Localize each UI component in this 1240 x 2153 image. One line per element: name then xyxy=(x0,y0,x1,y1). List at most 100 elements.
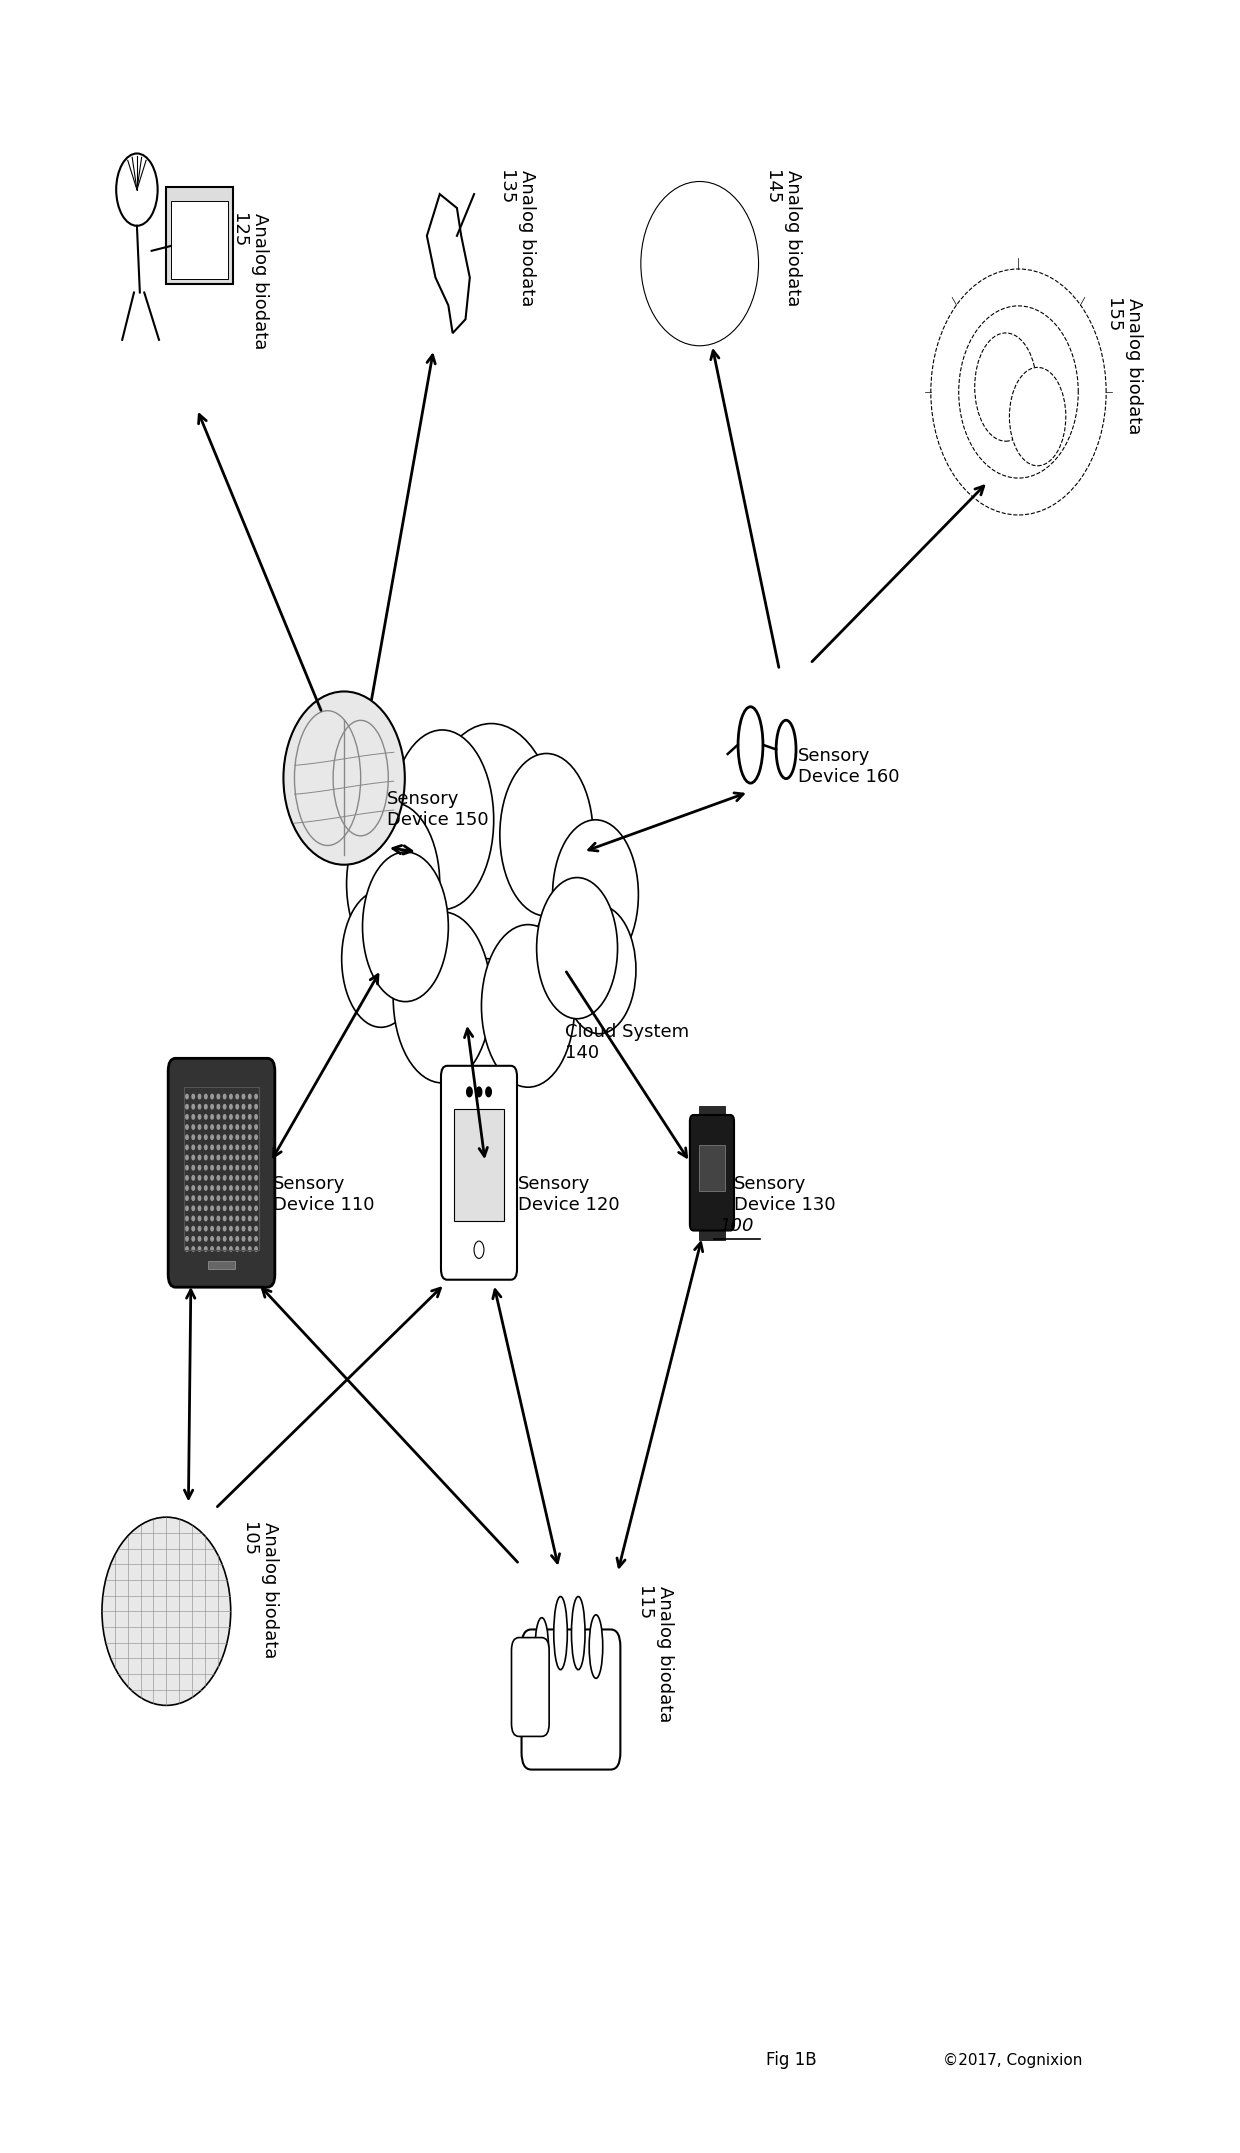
Circle shape xyxy=(186,1176,188,1180)
Circle shape xyxy=(229,1124,232,1128)
Bar xyxy=(208,1262,236,1270)
Circle shape xyxy=(229,1094,232,1098)
Circle shape xyxy=(229,1115,232,1120)
Ellipse shape xyxy=(666,217,740,321)
Circle shape xyxy=(192,1176,195,1180)
Circle shape xyxy=(563,906,636,1033)
Ellipse shape xyxy=(534,1617,548,1679)
Text: Sensory
Device 110: Sensory Device 110 xyxy=(273,1176,374,1214)
Circle shape xyxy=(223,1165,226,1169)
Circle shape xyxy=(198,1216,201,1221)
Text: Analog biodata
145: Analog biodata 145 xyxy=(764,170,802,306)
Circle shape xyxy=(223,1195,226,1201)
Text: Analog biodata
125: Analog biodata 125 xyxy=(231,213,269,349)
Text: Sensory
Device 160: Sensory Device 160 xyxy=(797,747,899,786)
Circle shape xyxy=(254,1094,258,1098)
Bar xyxy=(699,1107,725,1122)
Text: Analog biodata
105: Analog biodata 105 xyxy=(239,1522,279,1658)
Ellipse shape xyxy=(650,194,753,338)
Text: Analog biodata
135: Analog biodata 135 xyxy=(497,170,536,306)
Circle shape xyxy=(211,1186,213,1191)
Circle shape xyxy=(217,1156,219,1160)
Circle shape xyxy=(198,1176,201,1180)
Circle shape xyxy=(248,1156,250,1160)
Circle shape xyxy=(242,1216,244,1221)
Circle shape xyxy=(186,1094,188,1098)
Circle shape xyxy=(248,1145,250,1150)
Ellipse shape xyxy=(692,256,722,297)
Circle shape xyxy=(248,1186,250,1191)
Circle shape xyxy=(254,1227,258,1232)
Circle shape xyxy=(236,1135,238,1139)
Circle shape xyxy=(211,1145,213,1150)
Ellipse shape xyxy=(102,1518,231,1705)
Circle shape xyxy=(198,1145,201,1150)
Circle shape xyxy=(223,1176,226,1180)
Circle shape xyxy=(254,1216,258,1221)
Ellipse shape xyxy=(776,721,796,779)
Circle shape xyxy=(211,1247,213,1251)
Circle shape xyxy=(254,1195,258,1201)
Circle shape xyxy=(223,1216,226,1221)
Circle shape xyxy=(254,1206,258,1210)
Circle shape xyxy=(1009,368,1066,465)
Circle shape xyxy=(211,1094,213,1098)
Circle shape xyxy=(192,1104,195,1109)
Circle shape xyxy=(186,1145,188,1150)
Circle shape xyxy=(229,1165,232,1169)
Ellipse shape xyxy=(738,706,763,784)
Circle shape xyxy=(217,1247,219,1251)
Circle shape xyxy=(248,1104,250,1109)
Circle shape xyxy=(424,723,559,958)
Circle shape xyxy=(242,1115,244,1120)
Circle shape xyxy=(186,1115,188,1120)
Ellipse shape xyxy=(589,1615,603,1679)
Circle shape xyxy=(476,1087,482,1096)
Circle shape xyxy=(198,1104,201,1109)
Circle shape xyxy=(211,1195,213,1201)
Circle shape xyxy=(192,1216,195,1221)
Circle shape xyxy=(223,1236,226,1240)
Circle shape xyxy=(242,1186,244,1191)
Text: Sensory
Device 150: Sensory Device 150 xyxy=(387,790,489,829)
Circle shape xyxy=(205,1247,207,1251)
Circle shape xyxy=(205,1104,207,1109)
Circle shape xyxy=(217,1165,219,1169)
Circle shape xyxy=(229,1247,232,1251)
Bar xyxy=(454,1109,503,1221)
Circle shape xyxy=(192,1247,195,1251)
Circle shape xyxy=(236,1165,238,1169)
Circle shape xyxy=(186,1186,188,1191)
Circle shape xyxy=(242,1236,244,1240)
Circle shape xyxy=(236,1236,238,1240)
Circle shape xyxy=(217,1135,219,1139)
Circle shape xyxy=(242,1227,244,1232)
Circle shape xyxy=(229,1104,232,1109)
Circle shape xyxy=(217,1124,219,1128)
Circle shape xyxy=(217,1195,219,1201)
Circle shape xyxy=(186,1156,188,1160)
Circle shape xyxy=(236,1115,238,1120)
Circle shape xyxy=(186,1216,188,1221)
FancyBboxPatch shape xyxy=(689,1115,734,1232)
Circle shape xyxy=(229,1186,232,1191)
Circle shape xyxy=(117,153,157,226)
Circle shape xyxy=(192,1195,195,1201)
Bar xyxy=(166,187,233,284)
Circle shape xyxy=(242,1247,244,1251)
Circle shape xyxy=(211,1124,213,1128)
Circle shape xyxy=(217,1206,219,1210)
Circle shape xyxy=(242,1124,244,1128)
Circle shape xyxy=(223,1156,226,1160)
Circle shape xyxy=(346,803,440,965)
Circle shape xyxy=(198,1135,201,1139)
Circle shape xyxy=(223,1247,226,1251)
Ellipse shape xyxy=(658,207,746,329)
Circle shape xyxy=(198,1227,201,1232)
Circle shape xyxy=(198,1124,201,1128)
Bar xyxy=(171,200,228,278)
Circle shape xyxy=(254,1236,258,1240)
Circle shape xyxy=(192,1186,195,1191)
Circle shape xyxy=(242,1094,244,1098)
Circle shape xyxy=(198,1247,201,1251)
